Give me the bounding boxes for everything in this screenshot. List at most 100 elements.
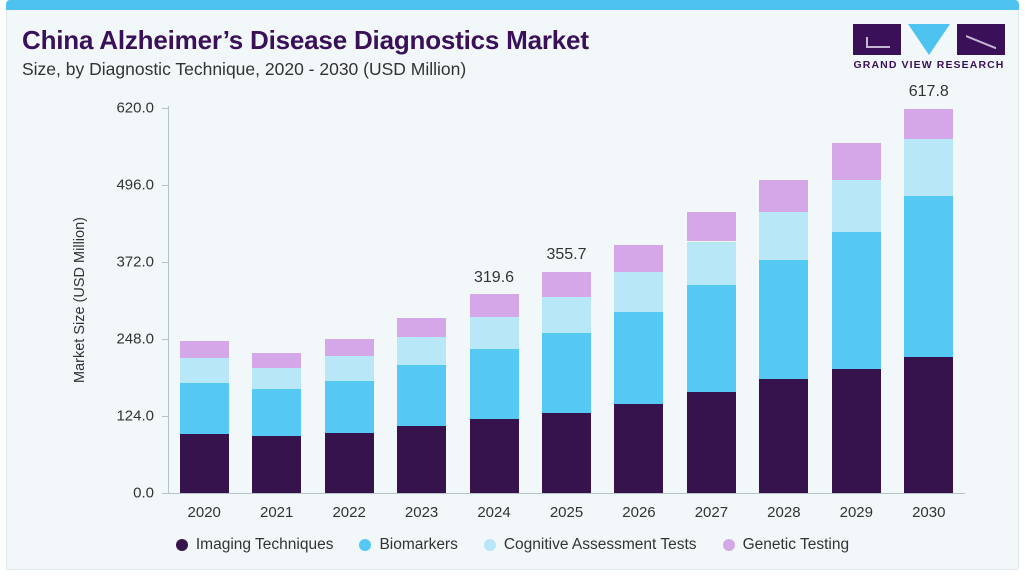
bar-stack-2026[interactable] — [614, 108, 663, 493]
y-axis-tick — [162, 185, 168, 186]
grand-view-research-logo: GRAND VIEW RESEARCH — [853, 24, 1005, 72]
bar-value-label: 355.7 — [546, 246, 587, 264]
x-axis-tick-label: 2027 — [694, 504, 729, 521]
x-axis-tick-label: 2026 — [622, 504, 656, 521]
bar-segment[interactable] — [542, 272, 591, 297]
bar-segment[interactable] — [832, 369, 881, 493]
bar-segment[interactable] — [904, 357, 953, 493]
bar-segment[interactable] — [614, 271, 663, 312]
y-axis-tick — [162, 493, 168, 494]
bar-stack-2025[interactable] — [542, 108, 591, 493]
x-axis-tick-label: 2022 — [332, 504, 366, 521]
y-axis-tick — [162, 262, 168, 263]
bar-stack-2021[interactable] — [252, 108, 301, 493]
x-axis-tick-label: 2028 — [767, 504, 801, 521]
chart-legend: Imaging Techniques Biomarkers Cognitive As… — [0, 536, 1025, 554]
bar-segment[interactable] — [180, 341, 229, 359]
bar-segment[interactable] — [470, 348, 519, 420]
bar-stack-2023[interactable] — [397, 108, 446, 493]
y-axis-tick — [162, 416, 168, 417]
bar-segment[interactable] — [759, 378, 808, 493]
bar-value-label: 617.8 — [908, 83, 949, 101]
y-axis-line — [168, 106, 169, 494]
bar-segment[interactable] — [614, 311, 663, 405]
bar-stack-2020[interactable] — [180, 108, 229, 493]
bar-segment[interactable] — [180, 358, 229, 384]
bar-segment[interactable] — [542, 332, 591, 413]
bar-segment[interactable] — [325, 433, 374, 493]
bar-segment[interactable] — [687, 284, 736, 392]
legend-color-dot-icon — [175, 539, 188, 551]
y-axis-tick — [162, 108, 168, 109]
bar-segment[interactable] — [397, 337, 446, 366]
bar-segment[interactable] — [252, 352, 301, 369]
bar-segment[interactable] — [397, 317, 446, 338]
bar-segment[interactable] — [759, 212, 808, 260]
logo-v-triangle-icon — [908, 24, 950, 55]
y-axis-tick-label: 496.0 — [116, 176, 154, 194]
legend-item[interactable]: Cognitive Assessment Tests — [483, 536, 697, 554]
bar-segment[interactable] — [614, 244, 663, 272]
bar-segment[interactable] — [542, 412, 591, 493]
y-axis-tick-label: 372.0 — [116, 253, 154, 271]
y-axis-tick-label: 0.0 — [133, 484, 154, 502]
legend-item[interactable]: Biomarkers — [359, 536, 458, 554]
bar-segment[interactable] — [687, 391, 736, 493]
bar-segment[interactable] — [759, 180, 808, 213]
legend-color-dot-icon — [483, 539, 496, 551]
bar-segment[interactable] — [904, 196, 953, 357]
bar-segment[interactable] — [832, 143, 881, 181]
bar-segment[interactable] — [687, 211, 736, 242]
bar-segment[interactable] — [759, 259, 808, 379]
logo-marks — [853, 24, 1005, 55]
bar-segment[interactable] — [687, 241, 736, 285]
legend-item[interactable]: Genetic Testing — [722, 536, 850, 554]
bar-segment[interactable] — [252, 388, 301, 436]
bar-segment[interactable] — [397, 425, 446, 493]
y-axis-tick-label: 124.0 — [116, 407, 154, 425]
legend-label: Imaging Techniques — [195, 536, 334, 553]
x-axis-tick-label: 2030 — [912, 504, 946, 521]
top-accent-bar — [6, 0, 1019, 10]
x-axis-tick-label: 2029 — [839, 504, 873, 521]
bar-segment[interactable] — [252, 435, 301, 493]
y-axis-tick-label: 620.0 — [116, 99, 154, 117]
y-axis-title: Market Size (USD Million) — [72, 217, 88, 383]
bar-segment[interactable] — [252, 368, 301, 389]
bar-segment[interactable] — [904, 139, 953, 197]
bar-stack-2029[interactable] — [832, 108, 881, 493]
bar-stack-2028[interactable] — [759, 108, 808, 493]
bar-segment[interactable] — [470, 294, 519, 318]
legend-label: Cognitive Assessment Tests — [503, 536, 697, 553]
x-axis-tick-label: 2025 — [549, 504, 584, 521]
bar-segment[interactable] — [325, 339, 374, 357]
bar-segment[interactable] — [470, 419, 519, 493]
bar-segment[interactable] — [397, 365, 446, 426]
x-axis-tick-label: 2020 — [187, 504, 221, 521]
bar-stack-2027[interactable] — [687, 108, 736, 493]
legend-label: Genetic Testing — [742, 536, 850, 553]
bar-segment[interactable] — [180, 383, 229, 434]
bar-segment[interactable] — [470, 317, 519, 349]
bar-segment[interactable] — [180, 434, 229, 493]
bar-segment[interactable] — [325, 356, 374, 381]
bar-stack-2022[interactable] — [325, 108, 374, 493]
x-axis-line — [168, 493, 965, 494]
bar-segment[interactable] — [832, 231, 881, 370]
logo-wordmark: GRAND VIEW RESEARCH — [853, 59, 1005, 71]
legend-label: Biomarkers — [379, 536, 458, 553]
bar-segment[interactable] — [542, 296, 591, 333]
legend-color-dot-icon — [359, 539, 372, 551]
legend-item[interactable]: Imaging Techniques — [175, 536, 334, 554]
bar-value-label: 319.6 — [474, 268, 515, 286]
bar-segment[interactable] — [614, 404, 663, 493]
bar-segment[interactable] — [832, 180, 881, 232]
bar-stack-2024[interactable] — [470, 108, 519, 493]
bar-segment[interactable] — [904, 109, 953, 140]
bar-stack-2030[interactable] — [904, 108, 953, 493]
bar-segment[interactable] — [325, 380, 374, 434]
y-axis-tick — [162, 339, 168, 340]
logo-g-block — [853, 24, 901, 55]
